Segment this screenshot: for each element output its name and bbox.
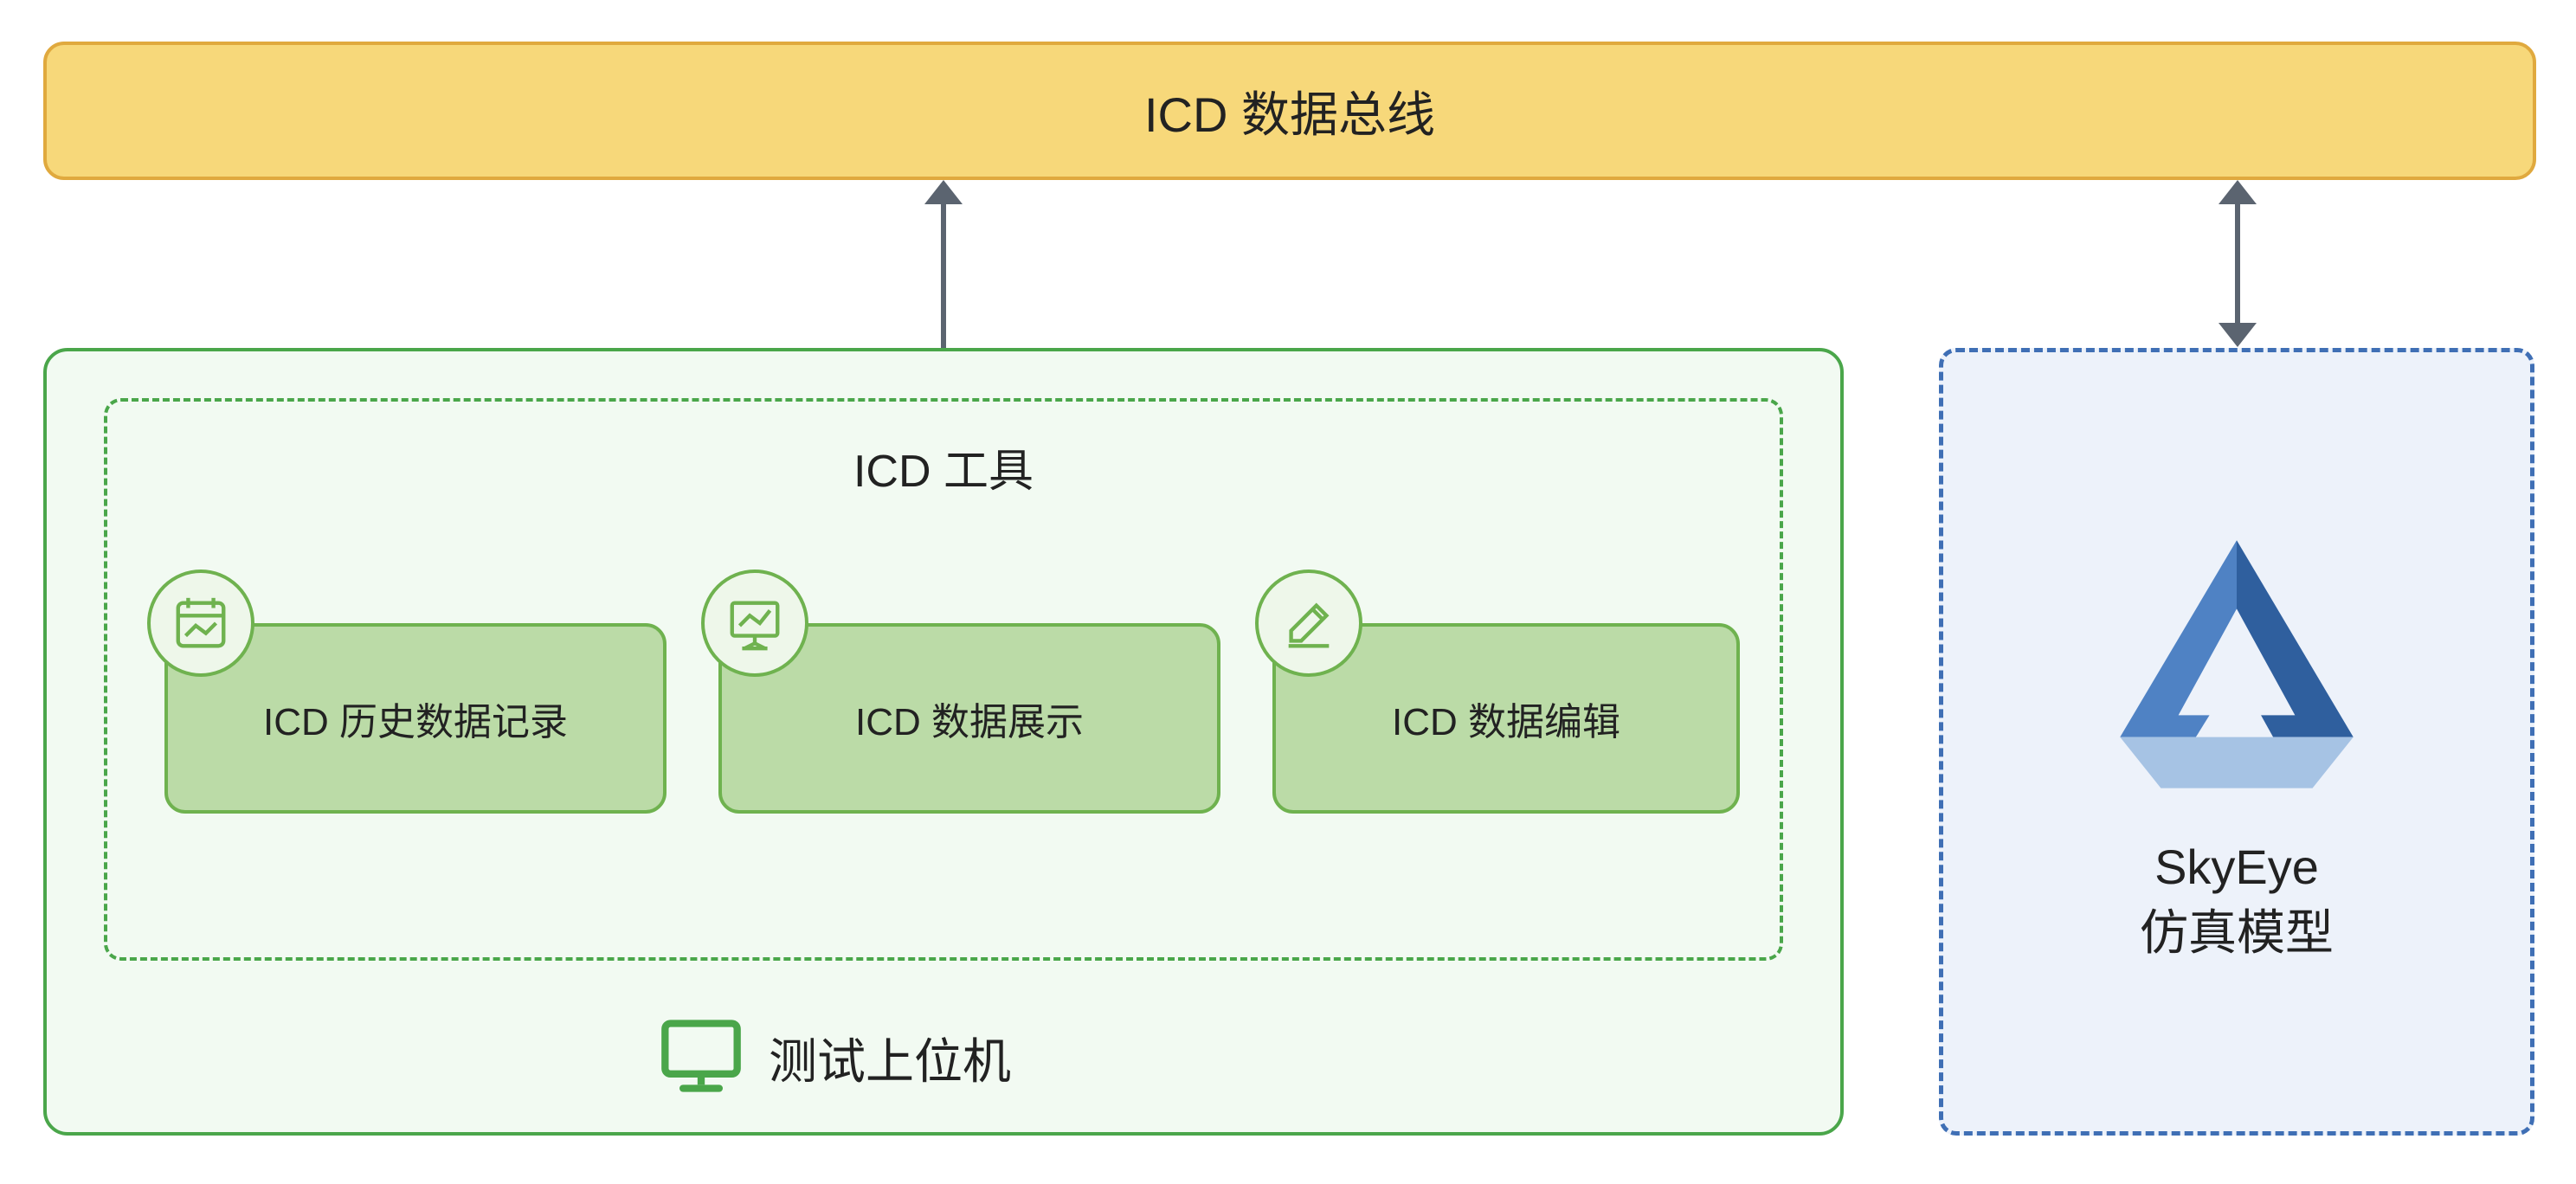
skyeye-label-line2: 仿真模型 xyxy=(2140,900,2334,966)
tools-title: ICD 工具 xyxy=(107,434,1780,499)
presentation-chart-icon xyxy=(701,569,808,677)
calendar-chart-icon xyxy=(147,569,254,677)
bus-label: ICD 数据总线 xyxy=(1144,76,1435,146)
host-label: 测试上位机 xyxy=(769,1023,1011,1093)
skyeye-label: SkyEye 仿真模型 xyxy=(2140,834,2334,965)
skyeye-logo-icon xyxy=(2090,518,2384,800)
skyeye-label-line1: SkyEye xyxy=(2140,834,2334,900)
monitor-icon xyxy=(658,1013,744,1104)
pencil-icon xyxy=(1255,569,1362,677)
card-history-label: ICD 历史数据记录 xyxy=(263,691,568,746)
skyeye-panel: SkyEye 仿真模型 xyxy=(1939,348,2534,1136)
card-edit-label: ICD 数据编辑 xyxy=(1392,691,1620,746)
card-display-label: ICD 数据展示 xyxy=(855,691,1084,746)
host-label-row: 测试上位机 xyxy=(658,1013,1011,1104)
bus-bar: ICD 数据总线 xyxy=(43,42,2536,180)
diagram-canvas: ICD 数据总线 ICD 工具 ICD 历史数据记录 ICD 数据展示 xyxy=(0,0,2576,1184)
